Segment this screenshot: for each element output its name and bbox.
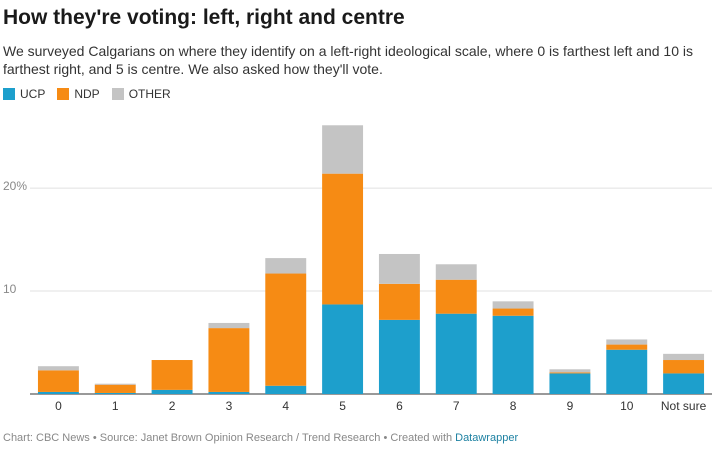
bar-segment [378,283,420,320]
bar-segment [265,258,307,274]
bar-segment [606,344,648,350]
bar-segment [37,370,79,392]
legend-swatch [111,88,124,100]
bar-segment [94,383,136,385]
bar-segment [37,366,79,371]
bar-segment [663,373,705,394]
bar-segment [663,360,705,374]
bar-segment [549,369,591,373]
chart-title: How they're voting: left, right and cent… [3,6,405,29]
bar-segment [265,273,307,386]
legend-item: NDP [57,87,100,101]
bar-segment [663,353,705,361]
bar-segment [492,315,534,394]
bar-segment [322,125,364,174]
datawrapper-link[interactable]: Datawrapper [455,432,519,444]
legend-item: OTHER [111,87,171,101]
legend-label: UCP [20,87,46,101]
bar-segment [322,304,364,394]
bar-segment [94,384,136,393]
legend: UCP NDP OTHER [3,87,171,101]
x-tick-label: 9 [567,399,574,413]
legend-item: UCP [3,87,45,101]
x-tick-label: 10 [620,399,634,413]
chart: 10 20% 0 1 2 3 4 5 6 7 8 9 10 Not sure [3,125,712,413]
x-tick-label: 6 [396,399,403,413]
y-tick-label: 10 [3,282,17,296]
bar-segment [151,360,193,390]
bar-segment [37,391,79,394]
chart-subtitle: We surveyed Calgarians on where they ide… [3,43,693,77]
x-tick-label: Not sure [661,399,707,413]
bar-segment [435,264,477,280]
bar-segment [208,391,250,394]
x-tick-label: 1 [112,399,119,413]
x-tick-label: 0 [55,399,62,413]
credit: Chart: CBC News • Source: Janet Brown Op… [3,432,453,444]
bar-segment [378,319,420,394]
bar-segment [492,301,534,309]
bar-segment [322,173,364,305]
bar-segment [606,339,648,345]
bar-segment [378,253,420,284]
legend-label: OTHER [128,87,171,101]
bar-segment [208,328,250,392]
bar-segment [549,372,591,374]
legend-swatch [3,88,15,100]
bar-segment [435,279,477,314]
x-tick-label: 2 [169,399,176,413]
x-tick-label: 5 [339,399,346,413]
legend-label: NDP [74,87,100,101]
bar-segment [435,313,477,394]
bar-segment [94,392,136,394]
x-tick-label: 4 [282,399,289,413]
bar-segment [606,349,648,394]
bar-segment [492,308,534,316]
y-tick-label: 20% [3,179,27,193]
footer: Chart: CBC News • Source: Janet Brown Op… [3,432,518,444]
x-tick-label: 3 [226,399,233,413]
x-tick-label: 7 [453,399,460,413]
bar-segment [549,373,591,394]
x-tick-label: 8 [510,399,517,413]
bar-segment [265,385,307,394]
legend-swatch [57,88,70,100]
bar-segment [208,322,250,329]
bar-segment [151,389,193,394]
